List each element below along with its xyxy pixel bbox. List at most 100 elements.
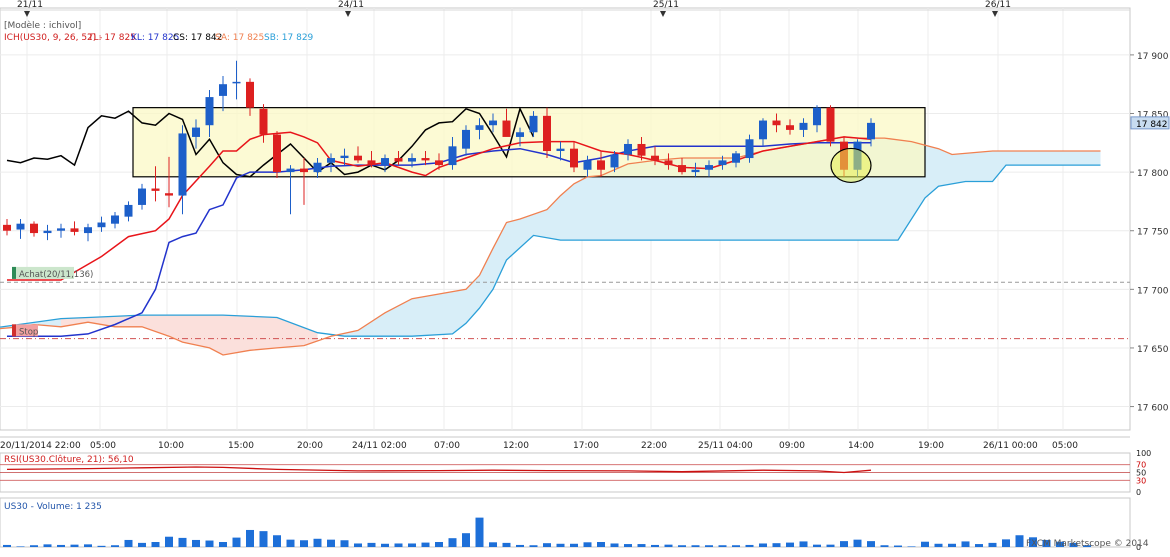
x-tick-label: 10:00 bbox=[158, 441, 184, 451]
volume-bar bbox=[880, 545, 889, 547]
volume-bar bbox=[975, 544, 983, 547]
candle-body bbox=[16, 223, 25, 230]
volume-bar bbox=[988, 542, 997, 547]
volume-bar bbox=[340, 540, 349, 547]
volume-bar bbox=[273, 535, 281, 547]
candle-body bbox=[300, 168, 308, 173]
rsi-tick-label: 100 bbox=[1136, 449, 1151, 458]
candle-body bbox=[516, 132, 524, 137]
volume-bar bbox=[664, 544, 673, 547]
candle-body bbox=[57, 228, 65, 231]
candle-body bbox=[111, 215, 119, 224]
x-tick-label: 22:00 bbox=[641, 441, 667, 451]
candle-body bbox=[610, 154, 619, 168]
candle-body bbox=[435, 160, 443, 166]
candle-body bbox=[178, 133, 187, 196]
chikou-span-line bbox=[6, 106, 535, 178]
volume-bar bbox=[300, 540, 308, 547]
volume-bar bbox=[205, 540, 214, 547]
candle-body bbox=[151, 188, 160, 191]
volume-bar bbox=[853, 539, 862, 547]
volume-bar bbox=[286, 539, 295, 547]
candle-body bbox=[502, 120, 511, 137]
volume-bar bbox=[381, 543, 389, 547]
candle-body bbox=[381, 158, 389, 166]
y-tick-label: 17 800 bbox=[1137, 169, 1169, 179]
rsi-tick-label: 30 bbox=[1136, 476, 1146, 485]
x-tick-label: 20:00 bbox=[297, 441, 323, 451]
volume-bar bbox=[624, 544, 632, 547]
volume-bar bbox=[43, 544, 52, 547]
volume-bar bbox=[1042, 539, 1051, 547]
volume-bar bbox=[840, 541, 848, 547]
candle-body bbox=[205, 97, 214, 126]
candle-body bbox=[448, 146, 457, 166]
trade-marker-bg bbox=[12, 324, 38, 337]
volume-bar bbox=[435, 542, 443, 547]
candle-body bbox=[165, 193, 173, 196]
volume-bar bbox=[70, 544, 79, 547]
candle-body bbox=[367, 160, 376, 166]
indicator-legend-text: ICH(US30, 9, 26, 52) - bbox=[4, 33, 102, 43]
candle-body bbox=[475, 125, 484, 130]
volume-panel bbox=[0, 497, 1131, 548]
volume-bar bbox=[138, 542, 146, 547]
candle-body bbox=[718, 160, 727, 166]
x-tick-label: 17:00 bbox=[573, 441, 599, 451]
candle-body bbox=[30, 223, 38, 234]
top-date-marker bbox=[345, 11, 351, 17]
indicator-legend-text: SA: 17 825 bbox=[215, 33, 264, 43]
volume-bar bbox=[583, 542, 592, 547]
x-tick-label: 09:00 bbox=[779, 441, 805, 451]
candle-body bbox=[70, 228, 79, 232]
volume-bar bbox=[961, 541, 970, 547]
candle-body bbox=[97, 222, 106, 228]
volume-bar bbox=[556, 543, 565, 547]
top-date-marker bbox=[24, 11, 30, 17]
candle-body bbox=[691, 169, 700, 173]
candle-body bbox=[772, 120, 781, 126]
candle-body bbox=[273, 134, 281, 173]
candle-body bbox=[678, 165, 686, 173]
candle-body bbox=[651, 155, 659, 161]
kumo-cloud-bull bbox=[331, 136, 1101, 337]
trade-marker-bar bbox=[12, 324, 16, 337]
volume-bar bbox=[3, 544, 11, 547]
indicator-legend-text: KL: 17 825 bbox=[131, 33, 179, 43]
volume-bar bbox=[84, 544, 92, 547]
volume-bar bbox=[691, 545, 700, 547]
x-tick-label: 14:00 bbox=[848, 441, 874, 451]
candle-body bbox=[489, 120, 497, 126]
volume-bar bbox=[907, 546, 916, 547]
volume-bar bbox=[637, 544, 646, 547]
indicator-legend-text: TL: 17 825 bbox=[87, 33, 136, 43]
volume-bar bbox=[813, 544, 821, 547]
top-date-label: 25/11 bbox=[653, 0, 679, 10]
volume-bar bbox=[772, 543, 781, 547]
volume-bar bbox=[948, 543, 956, 547]
last-price-label: 17 842 bbox=[1136, 120, 1168, 130]
x-tick-label: 25/11 04:00 bbox=[698, 441, 753, 451]
candle-body bbox=[705, 165, 713, 170]
rsi-tick-label: 70 bbox=[1136, 461, 1146, 470]
candle-body bbox=[462, 129, 470, 149]
candle-body bbox=[246, 81, 254, 108]
candle-body bbox=[813, 107, 821, 126]
rsi-label: RSI(US30.Clôture, 21): 56,10 bbox=[4, 454, 134, 465]
candle-body bbox=[597, 160, 605, 170]
candle-body bbox=[313, 162, 322, 173]
footer-watermark: FXCM Marketscope © 2014 bbox=[1026, 539, 1149, 549]
top-date-marker bbox=[660, 11, 666, 17]
candle-body bbox=[354, 155, 362, 161]
x-tick-label: 15:00 bbox=[228, 441, 254, 451]
senkou-span-b-line bbox=[0, 164, 1101, 337]
volume-bar bbox=[151, 542, 160, 547]
candle-body bbox=[219, 84, 227, 96]
volume-bar bbox=[759, 543, 767, 547]
volume-bar bbox=[1029, 537, 1037, 547]
volume-bar bbox=[462, 533, 470, 547]
volume-bar bbox=[232, 537, 241, 547]
volume-bar bbox=[745, 544, 754, 547]
rsi-line bbox=[6, 466, 872, 474]
